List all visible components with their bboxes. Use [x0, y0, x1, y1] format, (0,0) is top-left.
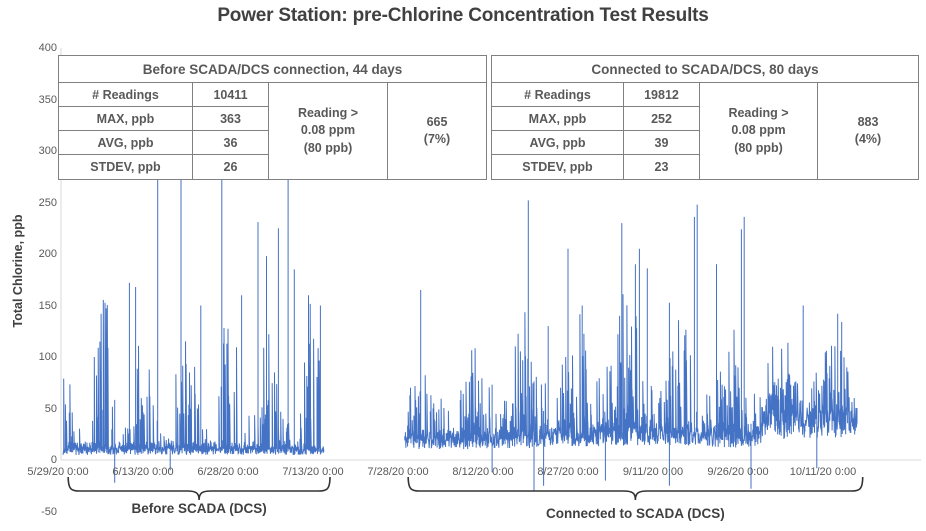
table-header-connected: Connected to SCADA/DCS, 80 days [492, 56, 918, 83]
x-tick-label: 8/12/20 0:00 [452, 466, 514, 478]
chart-path [67, 476, 331, 501]
stat-label-max: MAX, ppb [492, 107, 624, 131]
chart-path [404, 200, 858, 491]
stat-value-readings: 10411 [193, 83, 269, 107]
threshold-cell: Reading > 0.08 ppm (80 ppb) [269, 83, 388, 179]
y-tick-label: 50 [44, 402, 57, 415]
before-scada-bracket-label: Before SCADA (DCS) [131, 501, 267, 516]
stat-value-avg: 36 [193, 131, 269, 155]
x-tick-label: 7/28/20 0:00 [367, 466, 429, 478]
x-tick-label: 8/27/20 0:00 [537, 466, 599, 478]
stat-label-stdev: STDEV, ppb [59, 155, 193, 179]
x-tick-label: 5/29/20 0:00 [27, 466, 89, 478]
chart-path [62, 86, 325, 483]
chart-path [407, 476, 864, 501]
x-tick-label: 10/11/20 0:00 [789, 466, 857, 478]
stat-value-readings: 19812 [624, 83, 700, 107]
stat-value-avg: 39 [624, 131, 700, 155]
y-tick-label: 350 [38, 93, 57, 106]
stat-label-max: MAX, ppb [59, 107, 193, 131]
stat-value-max: 252 [624, 107, 700, 131]
stat-label-readings: # Readings [59, 83, 193, 107]
stat-value-stdev: 26 [193, 155, 269, 179]
y-tick-label: -50 [41, 505, 57, 518]
stat-label-stdev: STDEV, ppb [492, 155, 624, 179]
x-tick-label: 9/11/20 0:00 [622, 466, 684, 478]
y-tick-label: 250 [38, 196, 57, 209]
x-tick-label: 9/26/20 0:00 [707, 466, 769, 478]
y-tick-label: 200 [38, 248, 57, 260]
table-header-before: Before SCADA/DCS connection, 44 days [59, 56, 486, 83]
connected-scada-bracket-label: Connected to SCADA (DCS) [546, 506, 725, 521]
stat-value-stdev: 23 [624, 155, 700, 179]
before-scada-stats-table: Before SCADA/DCS connection, 44 days # R… [58, 55, 487, 180]
x-tick-label: 7/13/20 0:00 [282, 466, 344, 478]
y-tick-label: 0 [50, 454, 57, 466]
y-tick-label: 300 [38, 145, 57, 157]
connected-scada-stats-table: Connected to SCADA/DCS, 80 days # Readin… [491, 55, 919, 180]
threshold-cell: Reading > 0.08 ppm (80 ppb) [700, 83, 818, 179]
y-tick-label: 150 [38, 299, 57, 312]
stat-value-max: 363 [193, 107, 269, 131]
chart-title: Power Station: pre-Chlorine Concentratio… [217, 5, 709, 26]
stat-label-avg: AVG, ppb [492, 131, 624, 155]
stat-label-readings: # Readings [492, 83, 624, 107]
exceed-count-cell: 665 (7%) [423, 114, 451, 147]
y-tick-label: 100 [38, 351, 57, 363]
stat-label-avg: AVG, ppb [59, 131, 193, 155]
x-tick-label: 6/13/20 0:00 [112, 466, 174, 478]
x-tick-label: 6/28/20 0:00 [197, 466, 259, 478]
y-tick-label: 400 [38, 42, 57, 54]
exceed-count-cell: 883 (4%) [854, 114, 882, 147]
